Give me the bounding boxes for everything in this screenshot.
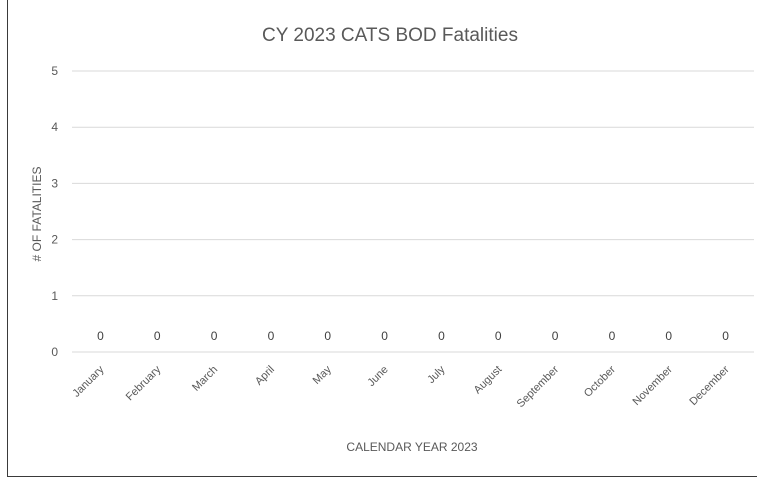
y-tick-label: 4: [51, 120, 58, 134]
y-tick-label: 0: [51, 345, 58, 359]
x-tick-labels: January February March April May June July Augu…: [70, 363, 732, 410]
y-tick-label: 2: [51, 233, 58, 247]
data-label: 0: [324, 329, 331, 343]
y-tick-label: 5: [51, 64, 58, 78]
chart-title: CY 2023 CATS BOD Fatalities: [262, 25, 518, 46]
x-tick-label: January: [70, 363, 107, 400]
y-tick-labels: 0 1 2 3 4 5: [51, 64, 58, 359]
data-label: 0: [438, 329, 445, 343]
x-tick-label: February: [124, 363, 164, 403]
data-label: 0: [211, 329, 218, 343]
x-tick-label: April: [253, 364, 277, 388]
y-axis-label: # OF FATALITIES: [30, 167, 44, 262]
data-label: 0: [609, 329, 616, 343]
chart-frame: [7, 0, 757, 477]
data-labels: 0 0 0 0 0 0 0 0 0 0 0 0: [97, 329, 729, 343]
y-tick-label: 3: [51, 176, 58, 190]
x-tick-label: August: [472, 364, 505, 397]
x-tick-label: July: [425, 363, 448, 386]
x-tick-label: June: [365, 364, 390, 389]
x-tick-label: September: [515, 363, 562, 410]
data-label: 0: [495, 329, 502, 343]
x-tick-label: March: [190, 364, 220, 394]
x-tick-label: November: [631, 363, 676, 408]
x-tick-label: May: [311, 363, 335, 387]
data-label: 0: [97, 329, 104, 343]
x-tick-label: October: [582, 363, 618, 399]
data-label: 0: [381, 329, 388, 343]
gridlines: [72, 70, 754, 353]
data-label: 0: [552, 329, 559, 343]
data-label: 0: [722, 329, 729, 343]
x-axis-label: CALENDAR YEAR 2023: [346, 440, 478, 454]
data-label: 0: [154, 329, 161, 343]
data-label: 0: [268, 329, 275, 343]
x-tick-label: December: [687, 363, 732, 408]
y-tick-label: 1: [51, 289, 58, 303]
data-label: 0: [665, 329, 672, 343]
